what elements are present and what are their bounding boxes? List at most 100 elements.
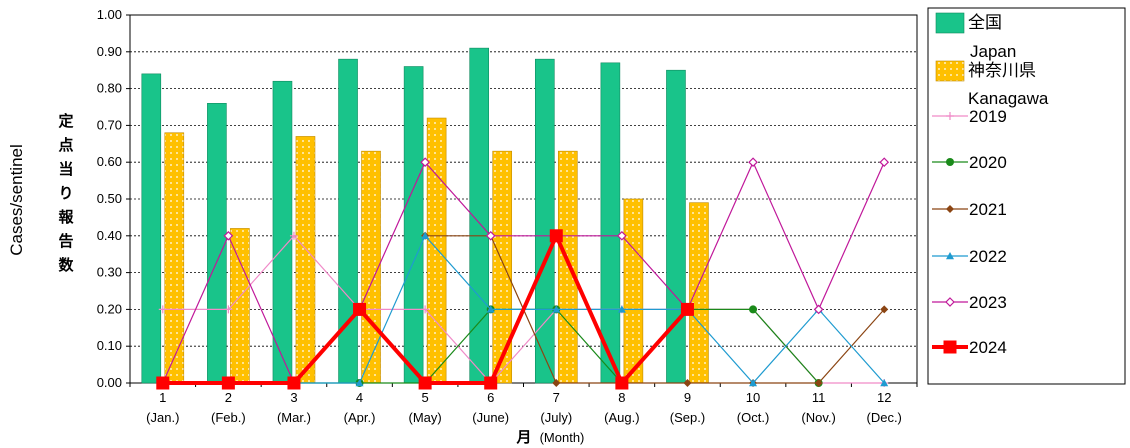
legend-label-kanagawa: 神奈川県 [968,61,1036,80]
point-2024 [549,229,563,243]
point-2023 [485,230,496,241]
x-tick-label-month-name: (Feb.) [211,410,246,425]
legend-swatch-japan [935,12,965,34]
bar-japan [141,73,162,384]
point-2021 [683,379,692,387]
bars [141,47,709,384]
legend-label-2023: 2023 [969,293,1007,312]
legend-label-japan: 全国 [968,13,1002,32]
bar-japan [338,58,358,384]
x-tick-label-month-name: (Dec.) [867,410,902,425]
legend-marker-2022 [946,252,954,260]
bar-japan [207,103,227,384]
point-2024 [484,376,498,390]
point-2023 [813,304,824,315]
series-2024 [156,229,694,390]
line-2021 [425,235,885,384]
bar-kanagawa [623,198,644,384]
x-tick-label-month-name: (Sep.) [670,410,705,425]
x-tick-label-month: 1 [159,390,166,405]
bar-kanagawa [295,136,316,384]
point-2023 [879,157,890,168]
legend-label-2021: 2021 [969,200,1007,219]
y-tick-label: 0.20 [97,301,122,316]
point-2024 [418,376,432,390]
x-tick-label-month: 8 [618,390,625,405]
bar-kanagawa [361,150,381,384]
legend-label-2022: 2022 [969,247,1007,266]
point-2024 [156,376,170,390]
x-tick-label-month-name: (Oct.) [737,410,770,425]
bar-japan [666,69,686,384]
x-tick-label-month: 7 [553,390,560,405]
x-tick-label-month: 3 [290,390,297,405]
y-axis-label-jp-char: 当 [58,160,73,178]
point-2024 [221,376,235,390]
y-tick-label: 0.60 [97,154,122,169]
point-2024 [287,376,301,390]
point-2021 [814,379,823,387]
point-2019 [224,305,233,314]
point-2022 [421,231,430,239]
x-tick-label-month: 9 [684,390,691,405]
y-tick-label: 0.90 [97,44,122,59]
x-axis-label-jp: 月 [515,429,531,446]
point-2021 [552,379,561,387]
legend-label-2019: 2019 [969,107,1007,126]
x-tick-label-month-name: (June) [472,410,509,425]
x-tick-label-month: 11 [812,390,826,405]
y-tick-label: 0.40 [97,228,122,243]
y-tick-label: 0.30 [97,265,122,280]
bar-kanagawa [557,150,578,384]
bar-kanagawa [689,202,709,384]
x-tick-label-month-name: (Mar.) [277,410,311,425]
point-2024 [680,302,694,316]
bar-kanagawa [164,132,185,384]
point-2023 [223,230,234,241]
bar-kanagawa [426,117,447,384]
legend-label-kanagawa-en: Kanagawa [968,89,1049,108]
point-2019 [158,305,167,314]
x-axis-label-en: (Month) [540,430,585,445]
point-2022 [355,379,364,387]
x-tick-label-month-name: (July) [540,410,572,425]
legend-marker-2024 [943,340,957,354]
legend-marker-2020 [946,158,954,166]
x-tick-label-month-name: (Apr.) [344,410,376,425]
x-tick-label-month: 6 [487,390,494,405]
legend-label-japan-en: Japan [970,42,1016,61]
x-tick-label-month: 4 [356,390,363,405]
y-axis-label-jp-char: 点 [58,137,73,154]
y-axis-label-jp-char: 報 [58,208,74,226]
y-axis-label-jp-char: 告 [58,232,73,250]
x-tick-label-month: 5 [422,390,429,405]
bar-japan [272,80,293,384]
y-tick-labels: 0.00 0.10 0.20 0.30 0.40 0.50 0.60 0.70 0.80 0.90… [97,7,122,390]
legend-marker-2021 [946,205,954,213]
legend-swatch-kanagawa [935,60,965,82]
point-2019 [421,305,430,314]
point-2023 [420,157,430,168]
x-tick-label-month: 12 [877,390,891,405]
x-tick-label-month-name: (Jan.) [146,410,179,425]
point-2022 [552,305,561,313]
point-2020 [749,305,758,314]
point-2024 [353,302,367,316]
point-2022 [486,305,495,313]
bar-japan [534,58,555,384]
line-2023 [162,160,885,385]
y-axis-label-jp-char: 定 [58,112,73,130]
bar-japan [600,62,621,384]
point-2022 [749,379,758,387]
x-tick-label-month: 2 [225,390,232,405]
y-tick-label: 0.80 [97,81,122,96]
point-2022 [880,379,889,387]
y-tick-label: 0.00 [97,375,122,390]
bar-japan [403,66,424,384]
y-tick-label: 0.50 [97,191,122,206]
series-lines [156,157,890,390]
point-2021 [880,305,889,314]
